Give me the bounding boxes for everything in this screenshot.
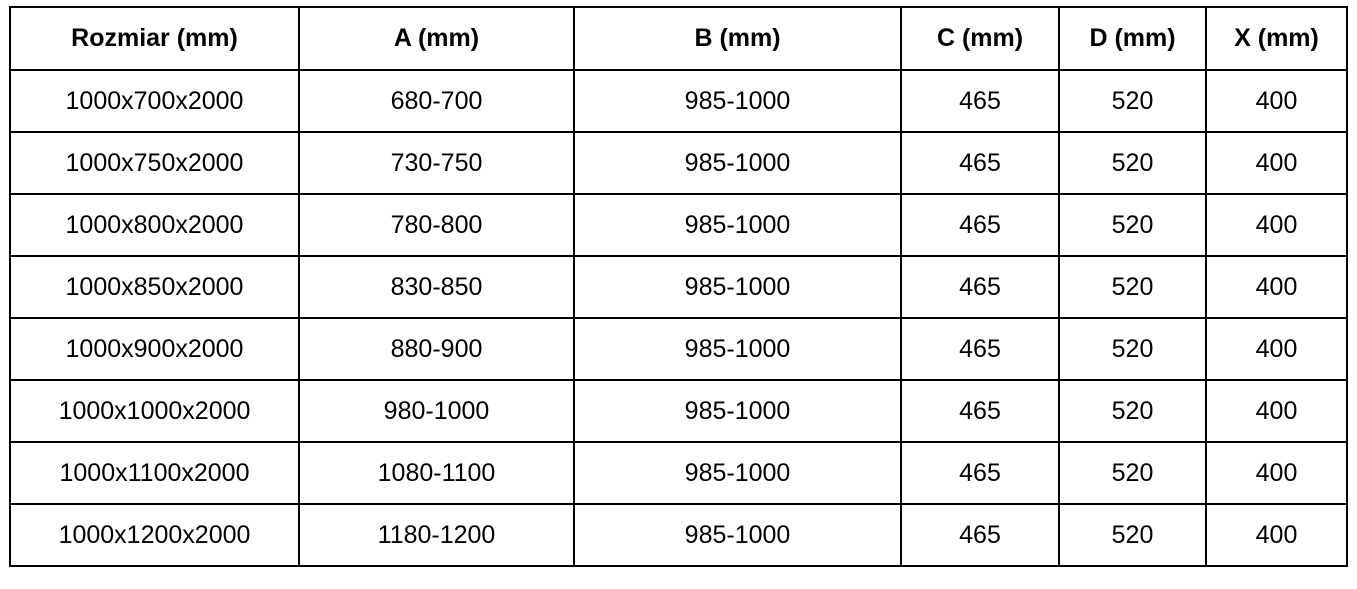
table-row: 1000x1200x2000 1180-1200 985-1000 465 520 400 <box>9 503 1348 567</box>
column-header: A (mm) <box>298 6 575 71</box>
table-cell: 520 <box>1058 193 1207 257</box>
table-cell: 520 <box>1058 441 1207 505</box>
table-cell: 1000x850x2000 <box>9 255 300 319</box>
table-row: 1000x850x2000 830-850 985-1000 465 520 400 <box>9 255 1348 319</box>
table-cell: 1000x900x2000 <box>9 317 300 381</box>
dimensions-table: Rozmiar (mm) A (mm) B (mm) C (mm) D (mm) X (m… <box>9 6 1348 567</box>
header-row: Rozmiar (mm) A (mm) B (mm) C (mm) D (mm) X (m… <box>9 6 1348 71</box>
table-cell: 780-800 <box>298 193 575 257</box>
table-cell: 400 <box>1205 69 1348 133</box>
table-cell: 400 <box>1205 441 1348 505</box>
table-cell: 1000x800x2000 <box>9 193 300 257</box>
table-cell: 1000x1200x2000 <box>9 503 300 567</box>
column-header: Rozmiar (mm) <box>9 6 300 71</box>
table-cell: 465 <box>900 193 1060 257</box>
table-row: 1000x900x2000 880-900 985-1000 465 520 400 <box>9 317 1348 381</box>
column-header: X (mm) <box>1205 6 1348 71</box>
table-cell: 1000x700x2000 <box>9 69 300 133</box>
table-cell: 400 <box>1205 379 1348 443</box>
table-cell: 400 <box>1205 317 1348 381</box>
table-cell: 465 <box>900 503 1060 567</box>
table-cell: 1000x750x2000 <box>9 131 300 195</box>
table-row: 1000x1000x2000 980-1000 985-1000 465 520 400 <box>9 379 1348 443</box>
table-cell: 880-900 <box>298 317 575 381</box>
table-cell: 985-1000 <box>573 441 902 505</box>
table-cell: 730-750 <box>298 131 575 195</box>
table-cell: 980-1000 <box>298 379 575 443</box>
table-cell: 465 <box>900 69 1060 133</box>
table-cell: 520 <box>1058 69 1207 133</box>
table-cell: 400 <box>1205 131 1348 195</box>
table-cell: 400 <box>1205 503 1348 567</box>
table-cell: 520 <box>1058 379 1207 443</box>
table-cell: 1180-1200 <box>298 503 575 567</box>
table-cell: 985-1000 <box>573 255 902 319</box>
table-cell: 520 <box>1058 255 1207 319</box>
table-cell: 830-850 <box>298 255 575 319</box>
column-header: C (mm) <box>900 6 1060 71</box>
table-cell: 985-1000 <box>573 379 902 443</box>
table-cell: 1080-1100 <box>298 441 575 505</box>
table-cell: 465 <box>900 131 1060 195</box>
table-cell: 520 <box>1058 131 1207 195</box>
table-cell: 465 <box>900 441 1060 505</box>
table-cell: 400 <box>1205 255 1348 319</box>
table-cell: 465 <box>900 255 1060 319</box>
table-cell: 985-1000 <box>573 193 902 257</box>
table-cell: 985-1000 <box>573 69 902 133</box>
table-cell: 520 <box>1058 317 1207 381</box>
table-cell: 1000x1100x2000 <box>9 441 300 505</box>
table-row: 1000x750x2000 730-750 985-1000 465 520 400 <box>9 131 1348 195</box>
table-body: 1000x700x2000 680-700 985-1000 465 520 400 100… <box>9 69 1348 567</box>
table-cell: 465 <box>900 317 1060 381</box>
table-cell: 465 <box>900 379 1060 443</box>
column-header: B (mm) <box>573 6 902 71</box>
table-cell: 680-700 <box>298 69 575 133</box>
table-row: 1000x700x2000 680-700 985-1000 465 520 400 <box>9 69 1348 133</box>
table-cell: 985-1000 <box>573 131 902 195</box>
table-cell: 985-1000 <box>573 503 902 567</box>
table-cell: 985-1000 <box>573 317 902 381</box>
table-cell: 400 <box>1205 193 1348 257</box>
table-row: 1000x1100x2000 1080-1100 985-1000 465 520 400 <box>9 441 1348 505</box>
table-cell: 520 <box>1058 503 1207 567</box>
table-row: 1000x800x2000 780-800 985-1000 465 520 400 <box>9 193 1348 257</box>
table-cell: 1000x1000x2000 <box>9 379 300 443</box>
column-header: D (mm) <box>1058 6 1207 71</box>
